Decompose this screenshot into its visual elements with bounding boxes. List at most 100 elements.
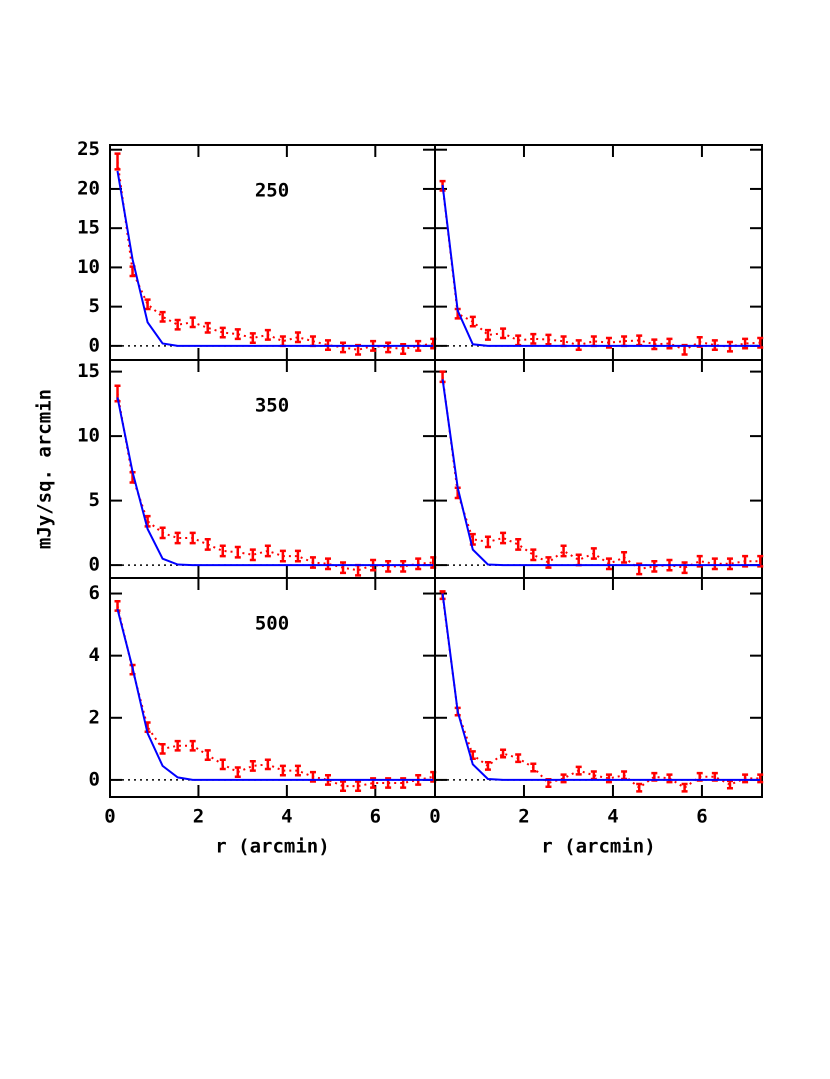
error-bar: [484, 328, 491, 341]
series-line: [116, 608, 434, 781]
panel-frame: [434, 359, 763, 579]
error-bar: [159, 526, 166, 540]
x-tick-label: 2: [518, 806, 529, 828]
error-bar: [174, 531, 181, 545]
error-bar: [264, 758, 271, 771]
error-bar: [249, 332, 256, 344]
y-tick-label: 0: [89, 334, 100, 356]
error-bar: [515, 753, 522, 764]
error-bar: [621, 770, 628, 781]
error-bar: [530, 332, 537, 345]
error-bar: [742, 773, 749, 784]
error-bar: [530, 762, 537, 773]
panel-label: 250: [255, 180, 289, 202]
error-bar: [264, 544, 271, 558]
x-tick-label: 4: [607, 806, 618, 828]
panel-label: 350: [255, 395, 289, 417]
error-bar: [757, 554, 764, 568]
error-bar: [651, 338, 658, 351]
x-axis-label: r (arcmin): [541, 836, 655, 858]
error-bar: [651, 559, 658, 573]
panel-label: 500: [255, 613, 289, 635]
series-line: [116, 397, 434, 567]
error-bar: [249, 548, 256, 562]
y-tick-label: 10: [77, 256, 100, 278]
error-bar: [590, 547, 597, 560]
error-bar: [515, 334, 522, 347]
series-line: [441, 376, 761, 571]
error-bar: [219, 544, 226, 558]
panel-frame: [109, 144, 436, 361]
error-bar: [340, 561, 347, 575]
panel-frame: [434, 577, 763, 798]
error-bar: [219, 758, 226, 771]
error-bar: [294, 331, 301, 344]
error-bar: [681, 782, 688, 793]
y-tick-label: 4: [89, 644, 100, 666]
error-bar: [385, 559, 392, 573]
error-bar: [114, 152, 121, 171]
y-tick-label: 6: [89, 582, 100, 604]
error-bar: [500, 531, 507, 545]
error-bar: [144, 298, 151, 311]
error-bar: [415, 557, 422, 571]
error-bar: [575, 553, 582, 567]
y-tick-label: 2: [89, 706, 100, 728]
panel-frame: [109, 359, 436, 579]
error-bar: [234, 328, 241, 341]
x-tick-label: 6: [370, 806, 381, 828]
error-bar: [545, 333, 552, 346]
series-line: [116, 393, 434, 572]
error-bar: [726, 557, 733, 571]
error-bar: [340, 780, 347, 793]
x-tick-label: 4: [281, 806, 292, 828]
error-bar: [234, 545, 241, 559]
error-bar: [400, 559, 407, 573]
error-bar: [500, 748, 507, 759]
series-line: [441, 594, 761, 789]
error-bar: [294, 549, 301, 563]
error-bar: [234, 766, 241, 779]
error-bar: [605, 557, 612, 571]
error-bar: [204, 321, 211, 334]
series-line: [116, 161, 434, 351]
error-bar: [621, 550, 628, 564]
series-line: [441, 184, 761, 347]
error-bar: [279, 549, 286, 563]
y-tick-label: 10: [77, 425, 100, 447]
error-bar: [575, 765, 582, 776]
error-bar: [309, 556, 316, 569]
error-bar: [264, 328, 271, 341]
error-bar: [309, 335, 316, 348]
error-bar: [189, 316, 196, 329]
y-tick-label: 0: [89, 554, 100, 576]
error-bar: [174, 318, 181, 331]
y-tick-label: 15: [77, 217, 100, 239]
series-line: [116, 170, 434, 347]
panel-frame: [109, 577, 436, 798]
error-bar: [355, 780, 362, 793]
x-tick-label: 6: [696, 806, 707, 828]
error-bar: [711, 557, 718, 571]
error-bar: [340, 341, 347, 354]
error-bar: [159, 310, 166, 323]
error-bar: [666, 773, 673, 784]
error-bar: [174, 739, 181, 752]
series-line: [441, 185, 761, 351]
error-bar: [189, 739, 196, 752]
y-tick-label: 25: [77, 138, 100, 160]
error-bar: [500, 327, 507, 340]
x-tick-label: 2: [193, 806, 204, 828]
error-bar: [189, 531, 196, 545]
series-line: [441, 379, 761, 567]
x-tick-label: 0: [429, 806, 440, 828]
error-bar: [249, 760, 256, 772]
y-tick-label: 20: [77, 177, 100, 199]
error-bar: [294, 764, 301, 777]
x-axis-label: r (arcmin): [215, 836, 329, 858]
error-bar: [204, 538, 211, 551]
error-bar: [560, 544, 567, 558]
error-bar: [219, 326, 226, 339]
error-bar: [484, 760, 491, 771]
